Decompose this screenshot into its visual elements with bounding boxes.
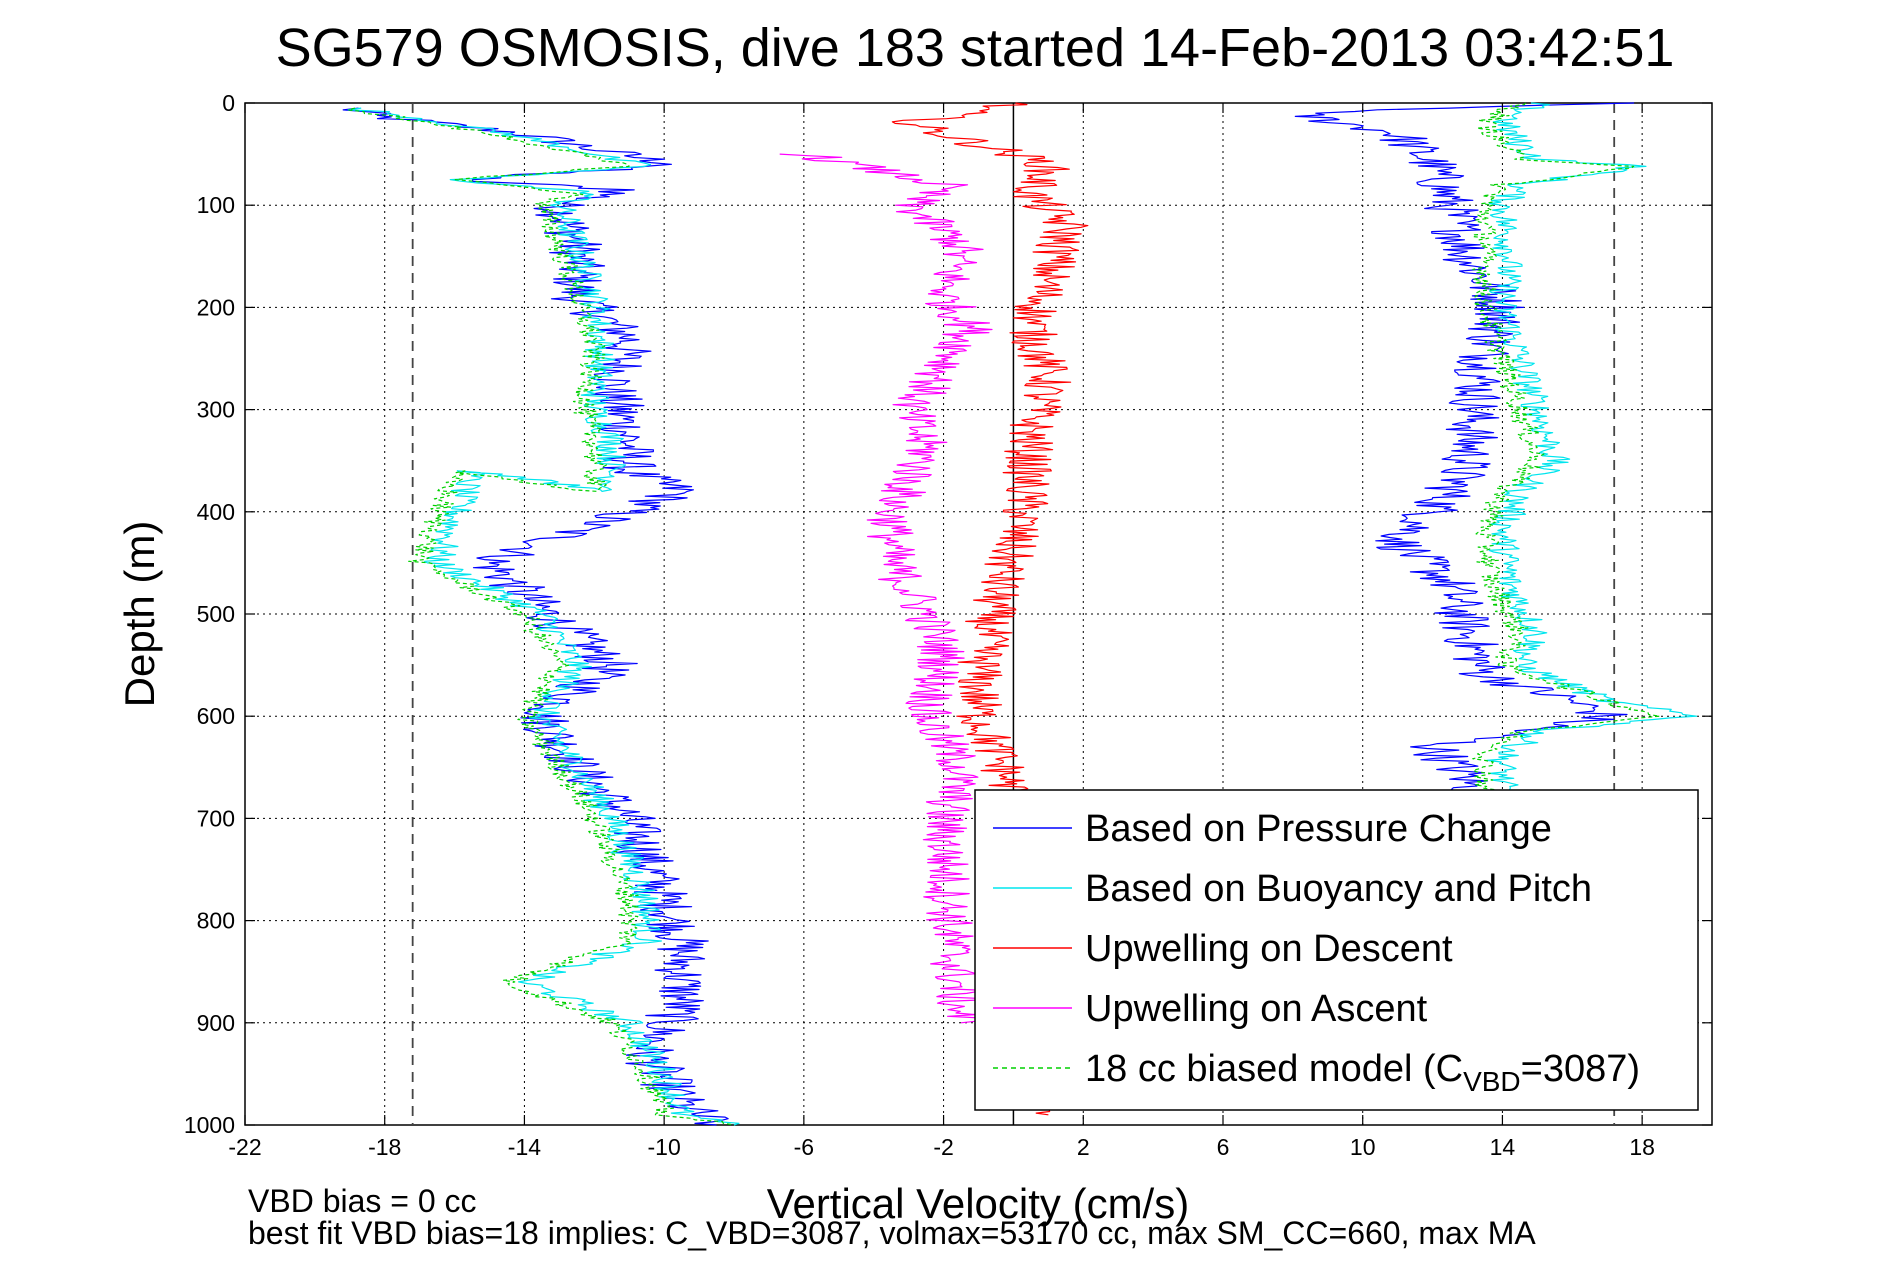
legend: Based on Pressure Change Based on Buoyanc… [974,789,1699,1111]
y-tick-label: 0 [222,90,235,116]
x-tick-label: 14 [1490,1134,1516,1160]
y-tick-label: 700 [197,805,235,831]
x-tick-label: 18 [1629,1134,1655,1160]
legend-label: Based on Pressure Change [1085,808,1552,850]
legend-label: Based on Buoyancy and Pitch [1085,868,1592,910]
y-tick-label: 200 [197,294,235,320]
y-tick-label: 500 [197,601,235,627]
y-tick-label: 100 [197,192,235,218]
x-tick-label: 10 [1350,1134,1376,1160]
series-group [342,102,1698,1126]
y-tick-label: 1000 [184,1112,235,1138]
series-line [347,107,740,1126]
tick-marks [244,102,1712,1126]
legend-label: Upwelling on Descent [1085,928,1453,970]
x-tick-label: -14 [508,1134,541,1160]
x-tick-label: -22 [228,1134,261,1160]
footer-line-2: best fit VBD bias=18 implies: C_VBD=3087… [248,1215,1536,1251]
chart-title: SG579 OSMOSIS, dive 183 started 14-Feb-2… [276,18,1675,78]
legend-label: 18 cc biased model (CVBD=3087) [1085,1048,1640,1097]
y-tick-label: 900 [197,1010,235,1036]
x-tick-label: -2 [933,1134,953,1160]
x-tick-label: -18 [368,1134,401,1160]
x-tick-label: -10 [648,1134,681,1160]
y-tick-label: 600 [197,703,235,729]
x-tick-label: 6 [1217,1134,1230,1160]
series-line [1472,102,1661,799]
y-tick-label: 800 [197,908,235,934]
series-based-on-pressure-change [342,102,1635,1126]
y-tick-label: 400 [197,499,235,525]
series-line [1486,102,1698,799]
series-line [1294,102,1635,799]
y-tick-label: 300 [197,397,235,423]
legend-label: Upwelling on Ascent [1085,988,1428,1030]
series-18-cc-biased-model-c-vbd-3087 [347,102,1661,1126]
x-axis-label: Vertical Velocity (cm/s) [767,1180,1189,1227]
series-based-on-buoyancy-and-pitch [347,102,1698,1126]
legend-items: Based on Pressure Change Based on Buoyanc… [993,808,1640,1097]
legend-box [974,789,1699,1111]
y-axis-label: Depth (m) [116,521,163,708]
x-tick-label: 2 [1077,1134,1090,1160]
series-line [342,107,729,1126]
footer-line-1: VBD bias = 0 cc [248,1183,477,1219]
x-tick-labels: -22 -18 -14 -10 -6 -2 2 6 10 14 18 [228,1134,1655,1160]
y-tick-labels: 0 100 200 300 400 500 600 700 800 900 1000 [184,90,235,1138]
series-upwelling-on-ascent [779,153,993,1024]
series-line [779,153,993,1024]
x-tick-label: -6 [794,1134,814,1160]
